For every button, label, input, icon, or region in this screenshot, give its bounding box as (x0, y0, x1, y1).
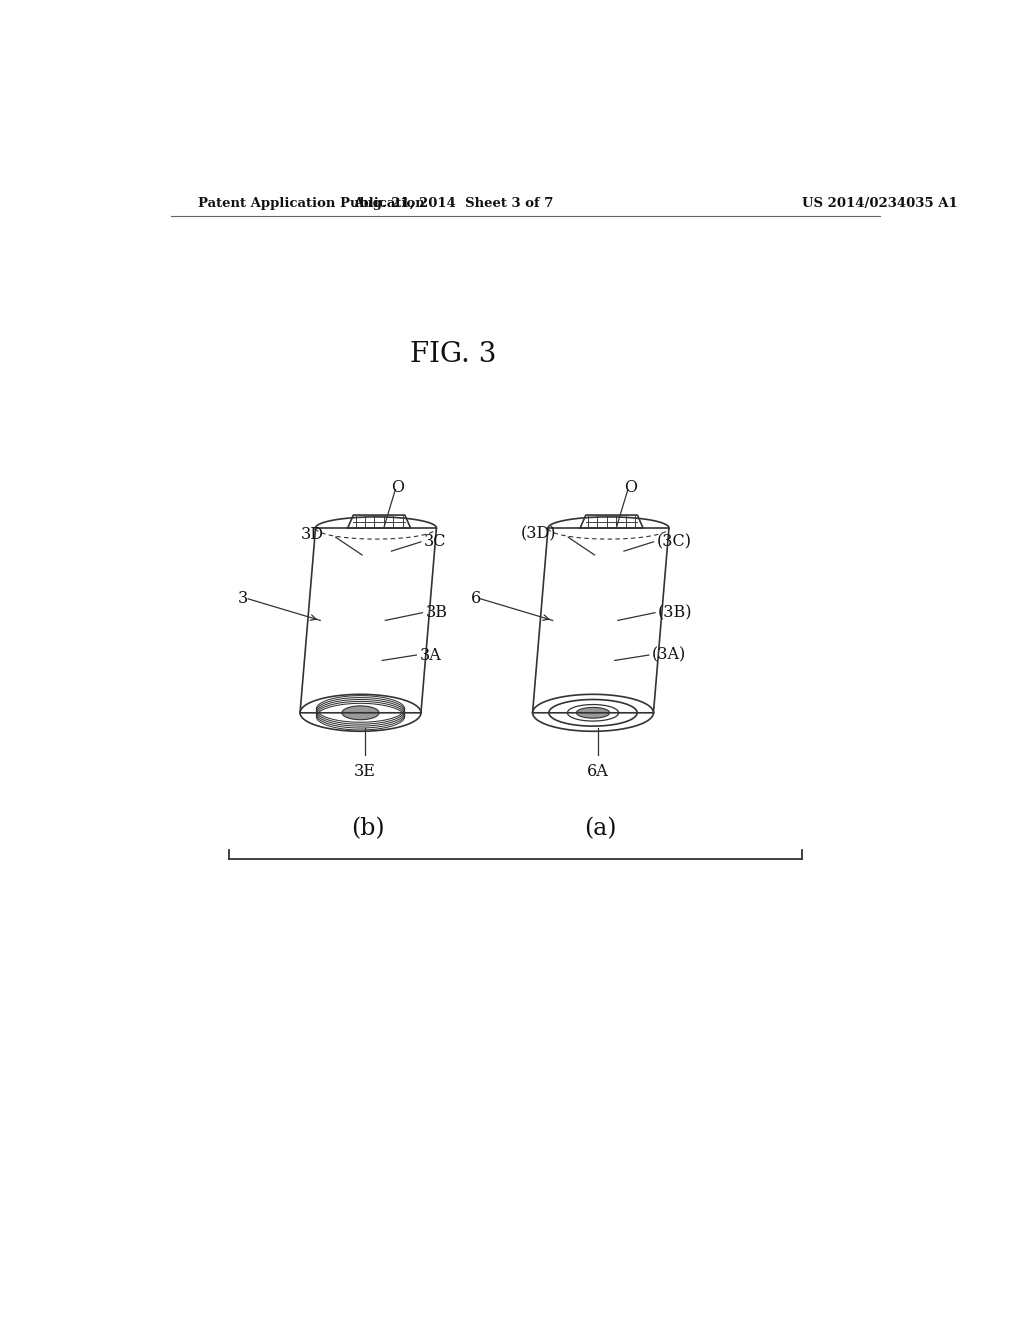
Text: (3D): (3D) (520, 525, 556, 543)
Text: (3B): (3B) (658, 605, 692, 622)
Text: 3D: 3D (300, 525, 324, 543)
Text: US 2014/0234035 A1: US 2014/0234035 A1 (802, 197, 958, 210)
Text: (3C): (3C) (656, 533, 691, 550)
Text: 3A: 3A (420, 647, 441, 664)
Text: Aug. 21, 2014  Sheet 3 of 7: Aug. 21, 2014 Sheet 3 of 7 (353, 197, 554, 210)
Text: 3: 3 (238, 590, 248, 607)
Text: 3B: 3B (426, 605, 447, 622)
Polygon shape (342, 706, 379, 719)
Text: Patent Application Publication: Patent Application Publication (198, 197, 425, 210)
Text: O: O (624, 479, 637, 496)
Text: 6: 6 (470, 590, 480, 607)
Text: (3A): (3A) (652, 647, 686, 664)
Text: 6A: 6A (587, 763, 608, 780)
Text: FIG. 3: FIG. 3 (411, 342, 497, 368)
Text: 3E: 3E (354, 763, 376, 780)
Polygon shape (577, 708, 609, 718)
Text: (a): (a) (585, 817, 617, 840)
Text: 3C: 3C (424, 533, 446, 550)
Text: O: O (391, 479, 404, 496)
Text: (b): (b) (351, 817, 385, 840)
